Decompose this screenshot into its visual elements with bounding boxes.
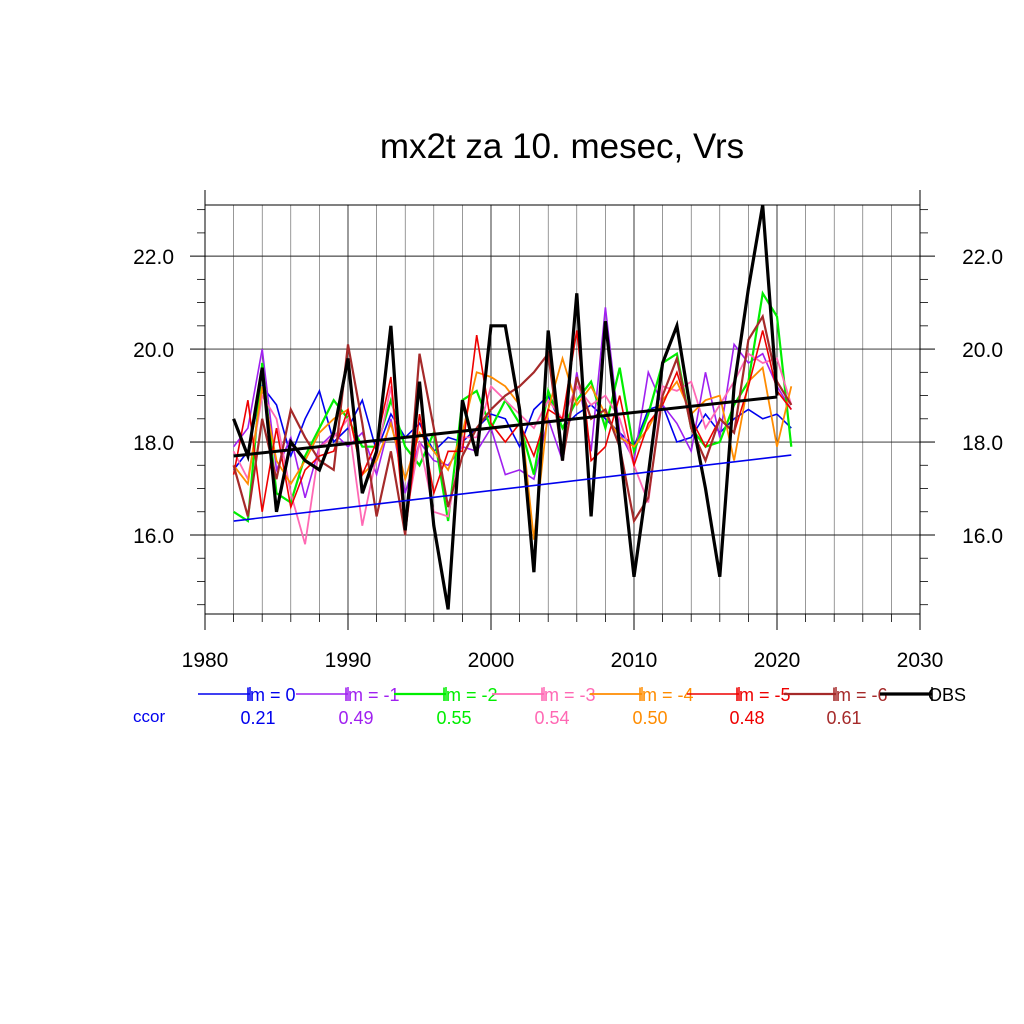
legend-ccor-value: 0.48: [729, 708, 764, 728]
legend-entry-label: lm = -4: [638, 685, 694, 705]
legend-entry-label: lm = 0: [246, 685, 296, 705]
series-line-2: [233, 290, 793, 523]
legend-ccor-value: 0.50: [632, 708, 667, 728]
x-tick-label: 2030: [897, 649, 944, 672]
trend-line-0: [233, 454, 792, 522]
y-tick-label-right: 20.0: [962, 339, 1003, 362]
axes: 1980 1990 2000 2010 2020 2030 16.0 16.0 18.0 18.0…: [133, 190, 1003, 672]
legend-ccor-value: 0.49: [338, 708, 373, 728]
y-tick-label-right: 16.0: [962, 525, 1003, 548]
x-tick-label: 1980: [182, 649, 229, 672]
trend-line-1: [233, 395, 778, 458]
series-layer: [232, 204, 793, 610]
legend-ccor-value: 0.54: [534, 708, 569, 728]
trend-layer: [233, 395, 792, 522]
x-tick-label: 2020: [754, 649, 801, 672]
y-tick-label-right: 18.0: [962, 432, 1003, 455]
x-tick-label: 1990: [325, 649, 372, 672]
y-tick-label-left: 16.0: [133, 525, 174, 548]
legend-ccor-value: 0.61: [826, 708, 861, 728]
ccor-label: ccor: [133, 707, 165, 726]
legend-entry-label: lm = -3: [540, 685, 596, 705]
legend-entry-label: lm = -2: [442, 685, 498, 705]
grid-lines: [205, 205, 920, 614]
legend-entry-label: lm = -5: [735, 685, 791, 705]
legend-ccor-value: 0.55: [436, 708, 471, 728]
x-tick-label: 2000: [468, 649, 515, 672]
series-line-1: [232, 307, 792, 499]
plot-area-frame: [204, 204, 921, 615]
y-tick-label-right: 22.0: [962, 246, 1003, 269]
y-tick-label-left: 20.0: [133, 339, 174, 362]
legend-entry-label: OBS: [928, 685, 966, 705]
legend: ccor lm = 0 0.21 lm = -1 0.49 lm = -2 0.55 lm =…: [133, 685, 966, 728]
legend-entry-label: lm = -1: [344, 685, 400, 705]
y-tick-label-left: 18.0: [133, 432, 174, 455]
y-tick-label-left: 22.0: [133, 246, 174, 269]
chart-title: mx2t za 10. mesec, Vrs: [380, 127, 744, 166]
series-line-7: [232, 204, 779, 610]
series-line-4: [232, 355, 793, 540]
x-tick-label: 2010: [611, 649, 658, 672]
legend-entry-label: lm = -6: [832, 685, 888, 705]
legend-ccor-value: 0.21: [240, 708, 275, 728]
